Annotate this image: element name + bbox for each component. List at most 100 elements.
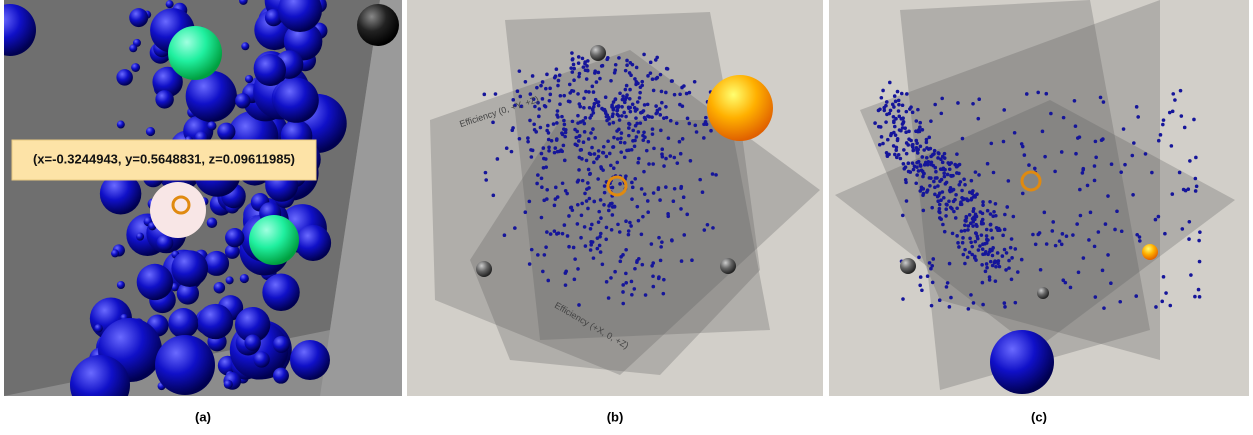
sphere bbox=[563, 283, 568, 287]
sphere bbox=[965, 255, 970, 260]
sphere bbox=[914, 119, 919, 123]
sphere bbox=[948, 185, 953, 190]
sphere bbox=[619, 150, 624, 154]
sphere bbox=[591, 111, 596, 115]
sphere bbox=[970, 252, 975, 257]
sphere bbox=[1173, 98, 1177, 102]
sphere bbox=[560, 231, 565, 236]
sphere bbox=[523, 210, 528, 215]
sphere bbox=[942, 174, 947, 179]
sphere bbox=[567, 214, 571, 218]
sphere bbox=[948, 205, 953, 210]
sphere bbox=[223, 379, 233, 389]
sphere bbox=[612, 70, 617, 75]
sphere bbox=[959, 229, 964, 233]
sphere bbox=[1060, 232, 1065, 236]
sphere bbox=[884, 103, 888, 108]
sphere bbox=[622, 97, 626, 102]
sphere bbox=[618, 91, 622, 96]
sphere bbox=[612, 135, 616, 140]
sphere bbox=[991, 246, 995, 250]
sphere bbox=[936, 199, 940, 204]
sphere bbox=[942, 229, 947, 234]
sphere bbox=[1011, 214, 1016, 219]
sphere bbox=[978, 244, 982, 248]
sphere bbox=[878, 125, 883, 129]
sphere bbox=[1040, 129, 1045, 134]
sphere bbox=[646, 139, 651, 144]
sphere bbox=[1002, 108, 1007, 112]
sphere bbox=[483, 170, 488, 175]
sphere bbox=[241, 42, 250, 51]
sphere bbox=[1171, 92, 1176, 96]
sphere bbox=[984, 262, 989, 266]
sphere bbox=[917, 255, 921, 260]
sphere bbox=[891, 114, 896, 119]
sphere bbox=[1005, 205, 1010, 209]
sphere bbox=[981, 302, 985, 307]
sphere bbox=[619, 255, 623, 259]
sphere bbox=[651, 274, 655, 279]
sphere bbox=[929, 303, 934, 308]
sphere bbox=[932, 179, 936, 184]
sphere bbox=[968, 221, 973, 226]
sphere bbox=[584, 77, 589, 81]
sphere bbox=[628, 61, 633, 65]
sphere bbox=[176, 282, 200, 305]
sphere bbox=[660, 100, 664, 105]
sphere bbox=[662, 164, 666, 168]
sphere bbox=[1019, 142, 1024, 146]
sphere bbox=[569, 66, 573, 70]
sphere bbox=[580, 157, 584, 161]
sphere bbox=[535, 85, 539, 90]
sphere bbox=[610, 185, 615, 190]
sphere bbox=[937, 202, 942, 207]
sphere bbox=[987, 249, 992, 254]
sphere bbox=[651, 284, 656, 289]
sphere bbox=[578, 120, 583, 124]
sphere bbox=[944, 285, 949, 289]
plane bbox=[835, 100, 1235, 350]
sphere bbox=[1106, 194, 1110, 198]
sphere bbox=[655, 55, 659, 60]
sphere bbox=[680, 137, 685, 141]
sphere bbox=[540, 185, 544, 190]
sphere bbox=[981, 221, 985, 226]
sphere bbox=[529, 247, 534, 252]
sphere bbox=[896, 152, 901, 157]
sphere bbox=[704, 122, 709, 126]
sphere bbox=[1032, 166, 1037, 171]
sphere bbox=[664, 90, 668, 95]
selected-sphere bbox=[150, 182, 206, 238]
sphere bbox=[617, 118, 622, 122]
sphere bbox=[646, 210, 650, 215]
sphere bbox=[1197, 295, 1202, 299]
sphere bbox=[1186, 187, 1191, 192]
sphere bbox=[541, 165, 546, 170]
sphere bbox=[560, 149, 565, 154]
sphere bbox=[576, 92, 580, 96]
sphere bbox=[1081, 256, 1086, 260]
sphere bbox=[579, 213, 584, 218]
sphere bbox=[962, 228, 967, 233]
sphere bbox=[892, 105, 896, 109]
sphere bbox=[980, 280, 985, 285]
sphere bbox=[944, 207, 949, 211]
sphere bbox=[662, 277, 666, 282]
sphere bbox=[627, 71, 632, 75]
sphere bbox=[705, 222, 710, 227]
sphere bbox=[556, 78, 561, 83]
sphere bbox=[273, 77, 319, 123]
sphere bbox=[586, 181, 590, 185]
sphere bbox=[641, 214, 645, 219]
sphere bbox=[942, 156, 947, 160]
sphere bbox=[204, 250, 230, 276]
sphere bbox=[538, 125, 543, 130]
sphere bbox=[989, 141, 994, 146]
sphere bbox=[687, 90, 692, 95]
sphere bbox=[530, 74, 535, 78]
sphere bbox=[881, 141, 885, 146]
sphere bbox=[593, 71, 597, 75]
sphere bbox=[1113, 227, 1117, 232]
sphere bbox=[651, 88, 656, 93]
